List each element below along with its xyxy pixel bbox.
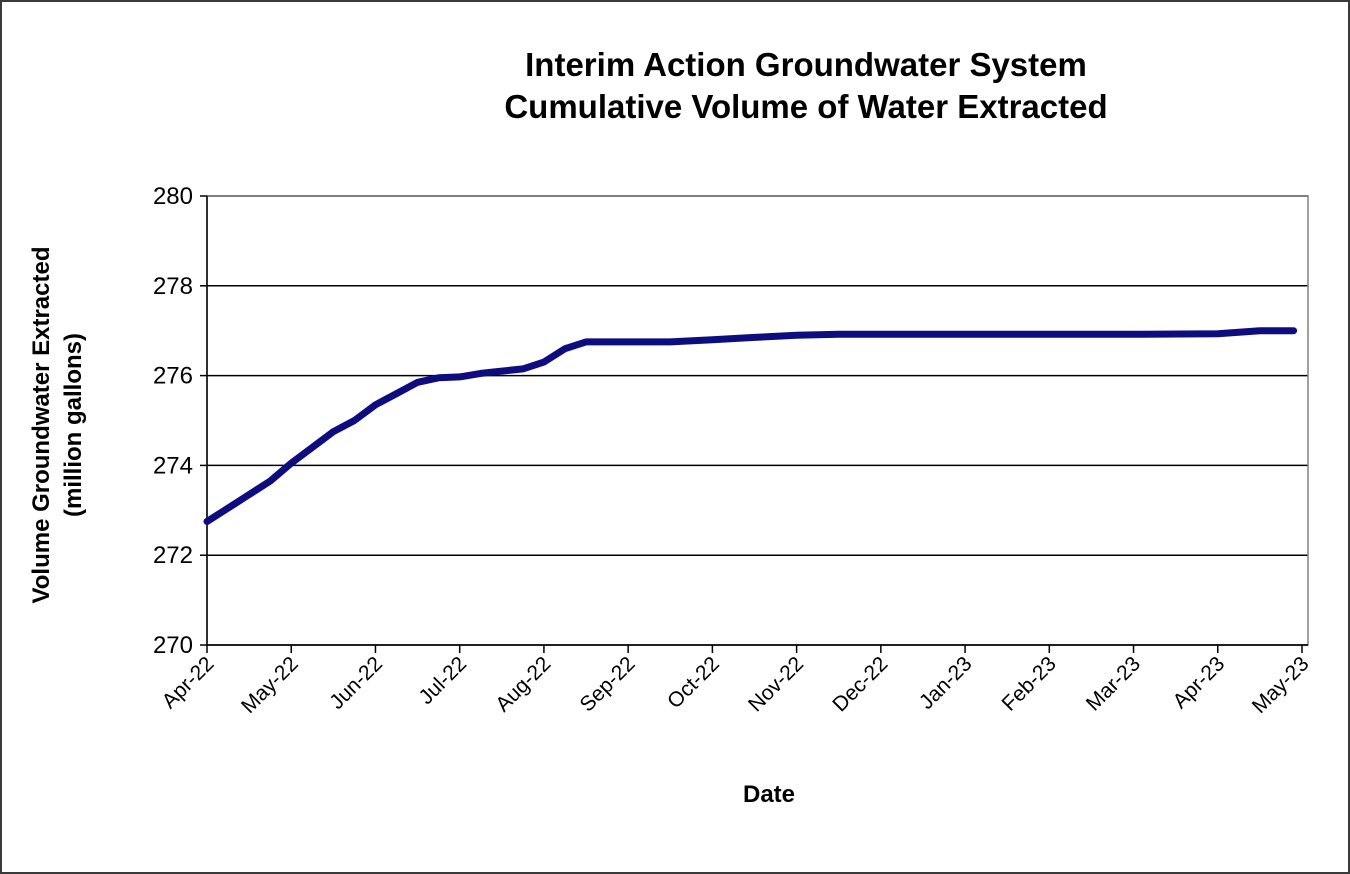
plot-area bbox=[206, 195, 1309, 646]
x-axis-ticks: Apr-22 May-22 Jun-22 Jul-22 Aug-22 Sep-22 Oct-… bbox=[158, 645, 1314, 718]
series-point bbox=[880, 333, 882, 335]
series-point bbox=[480, 372, 482, 374]
series-point bbox=[417, 381, 419, 383]
series-point bbox=[353, 420, 355, 421]
series-point bbox=[1133, 333, 1134, 335]
x-tick-label: Mar-23 bbox=[1082, 652, 1145, 715]
series-point bbox=[332, 431, 334, 433]
x-tick-label: Jan-23 bbox=[915, 652, 977, 714]
x-tick-label: May-23 bbox=[1248, 652, 1314, 718]
series-point bbox=[396, 393, 397, 395]
x-tick-label: Sep-22 bbox=[576, 652, 640, 716]
y-tick-label: 276 bbox=[153, 363, 193, 390]
series-point bbox=[585, 341, 587, 343]
series-point bbox=[248, 494, 250, 496]
x-tick-label: Apr-23 bbox=[1168, 652, 1229, 713]
series-point bbox=[796, 334, 798, 336]
series-point bbox=[459, 376, 461, 378]
series-point bbox=[1048, 333, 1050, 335]
series-point bbox=[754, 336, 755, 338]
series-point bbox=[311, 446, 313, 448]
x-tick-label: Aug-22 bbox=[491, 652, 555, 716]
y-axis-ticks: 270 272 274 276 278 280 bbox=[153, 183, 207, 659]
x-tick-label: Dec-22 bbox=[828, 652, 892, 716]
series-point bbox=[606, 341, 608, 343]
x-axis-title: Date bbox=[743, 781, 795, 808]
series-point bbox=[564, 348, 566, 350]
series-point bbox=[290, 462, 292, 464]
series-line bbox=[203, 327, 1298, 525]
x-tick-label: May-22 bbox=[237, 652, 303, 718]
x-tick-label: Apr-22 bbox=[158, 652, 219, 713]
y-tick-label: 278 bbox=[153, 273, 193, 300]
series-point bbox=[1217, 333, 1219, 335]
series-point bbox=[964, 333, 966, 335]
series-point bbox=[206, 521, 208, 522]
series-point bbox=[1259, 330, 1261, 332]
y-tick-label: 272 bbox=[153, 542, 193, 569]
y-tick-label: 280 bbox=[153, 183, 193, 210]
x-tick-label: Feb-23 bbox=[998, 652, 1061, 715]
series-point bbox=[227, 507, 229, 509]
series-layer bbox=[203, 327, 1298, 525]
x-tick-label: Oct-22 bbox=[663, 652, 724, 713]
series-point bbox=[269, 480, 271, 482]
series-point bbox=[1293, 330, 1295, 332]
chart-subtitle: Cumulative Volume of Water Extracted bbox=[504, 88, 1107, 125]
plot-border bbox=[206, 195, 1309, 646]
series-point bbox=[501, 370, 503, 372]
series-point bbox=[838, 333, 840, 335]
y-axis-title: Volume Groundwater Extracted bbox=[28, 247, 55, 604]
chart-title: Interim Action Groundwater System bbox=[525, 46, 1087, 83]
series-point bbox=[711, 339, 713, 341]
x-tick-label: Jul-22 bbox=[415, 652, 472, 709]
series-point bbox=[669, 341, 671, 343]
series-point bbox=[627, 341, 629, 343]
y-tick-label: 270 bbox=[153, 632, 193, 659]
series-point bbox=[438, 377, 440, 379]
series-point bbox=[522, 368, 524, 370]
series-point bbox=[375, 404, 376, 406]
y-axis-unit: (million gallons) bbox=[60, 333, 87, 517]
y-tick-label: 274 bbox=[153, 452, 193, 479]
x-tick-label: Nov-22 bbox=[744, 652, 808, 716]
gridlines bbox=[207, 195, 1308, 646]
x-tick-label: Jun-22 bbox=[325, 652, 387, 714]
series-point bbox=[543, 361, 545, 363]
